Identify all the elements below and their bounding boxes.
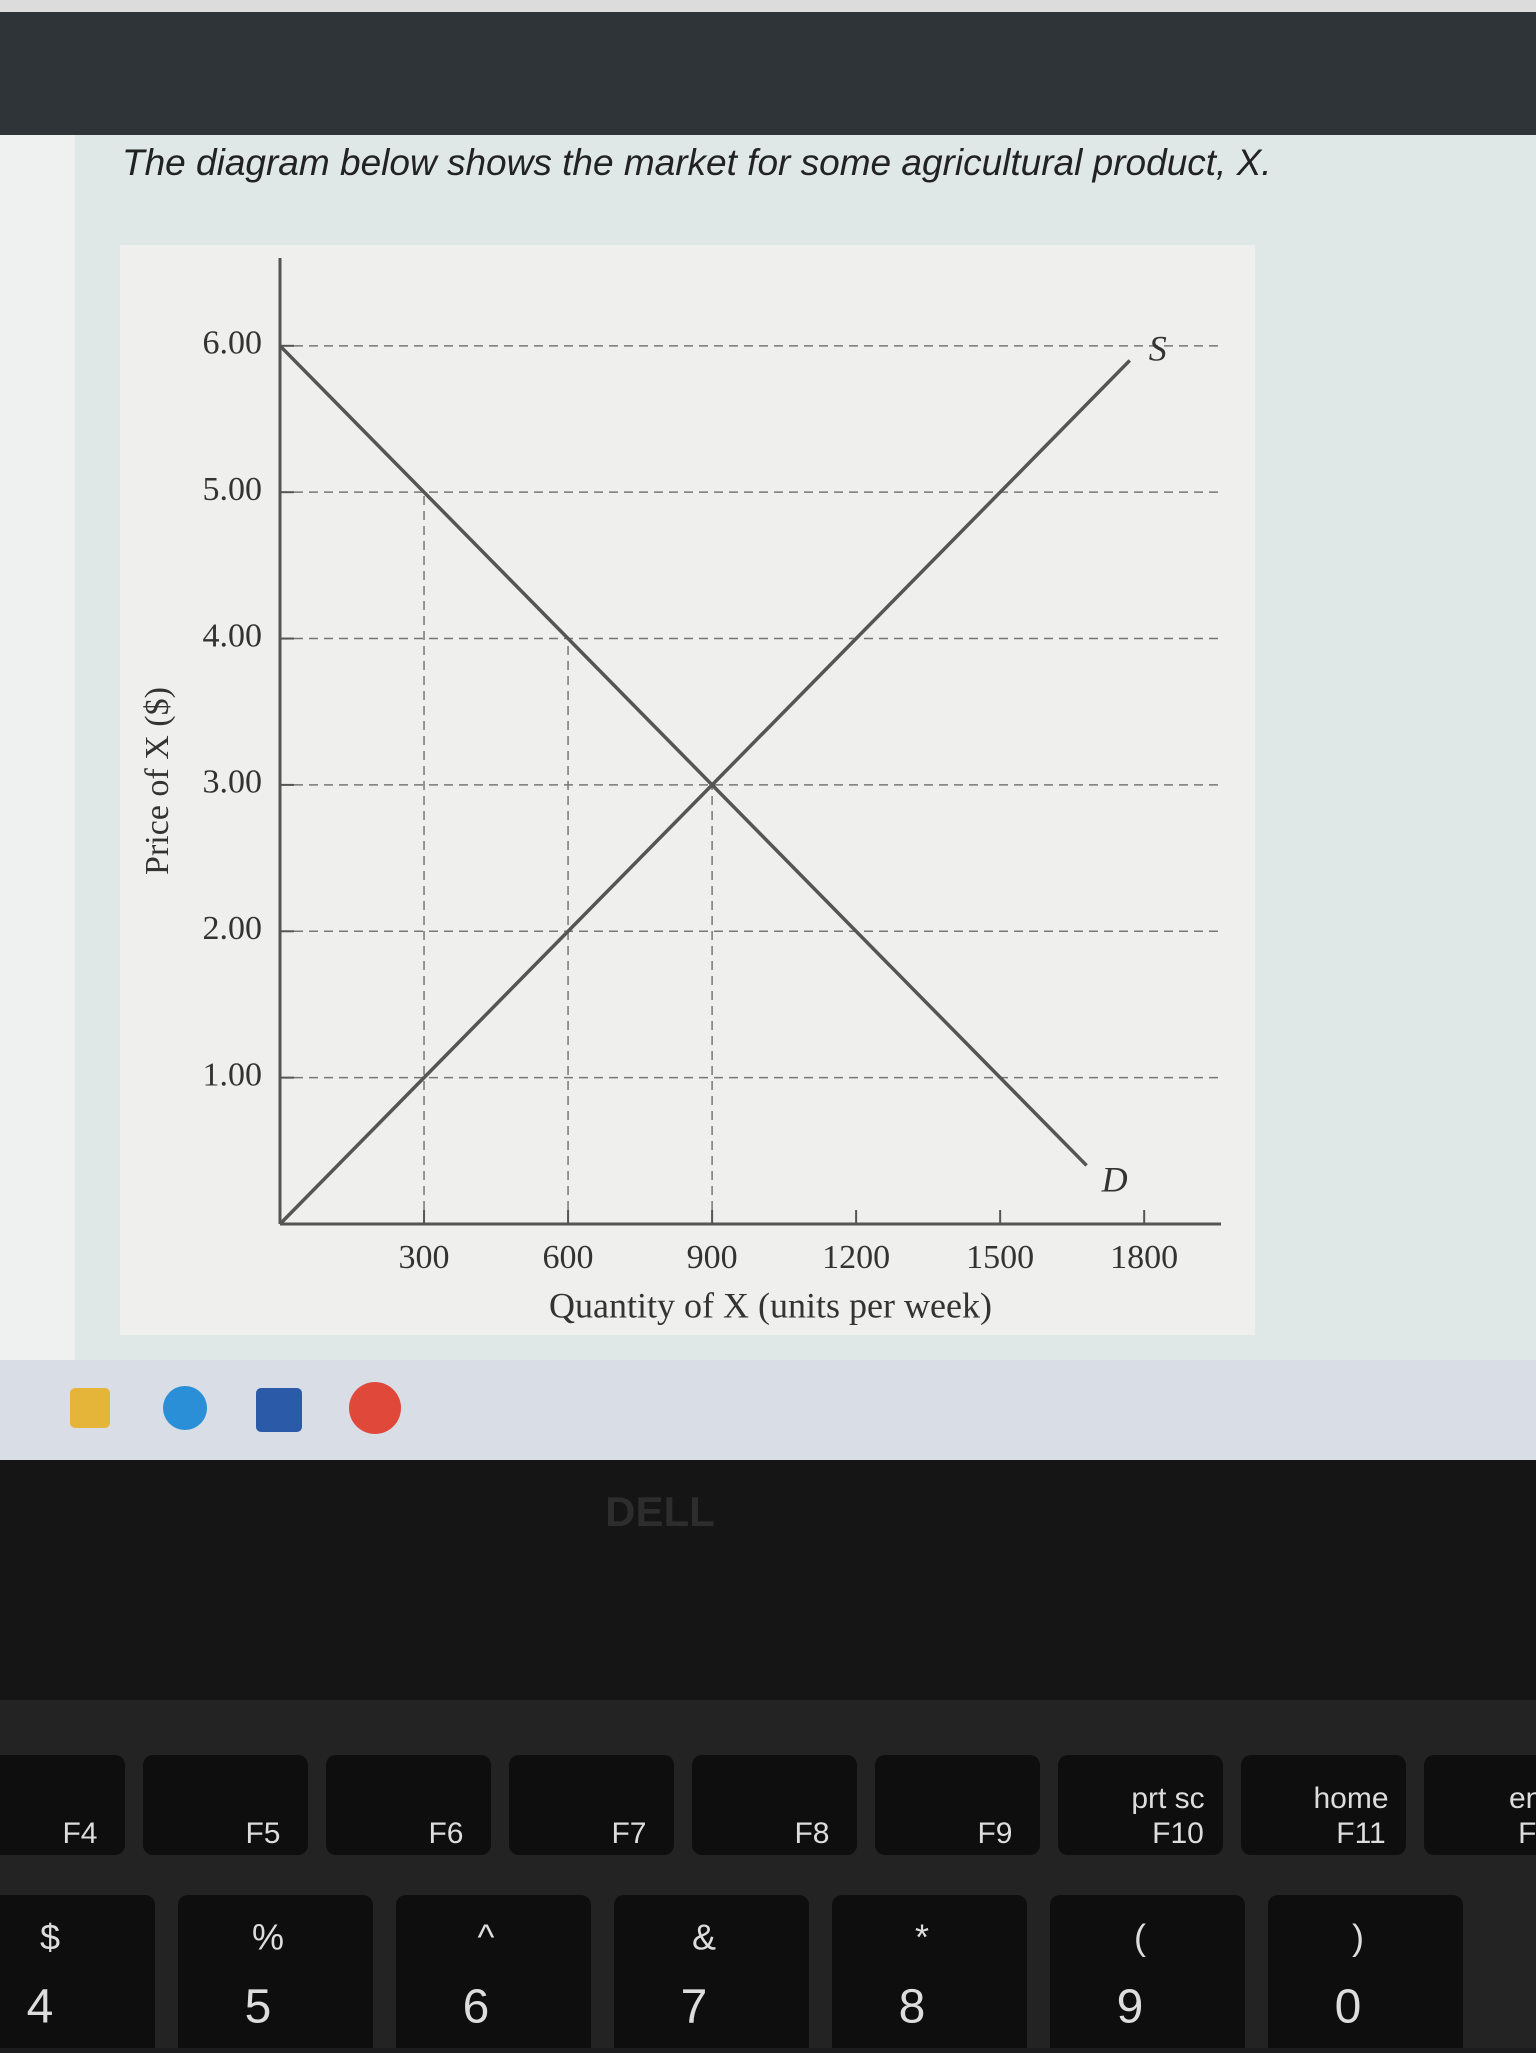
y-tick-label: 1.00 <box>203 1056 263 1093</box>
key[interactable] <box>614 1895 809 2053</box>
key-label: $ <box>40 1917 60 1958</box>
y-tick-label: 4.00 <box>203 617 263 654</box>
x-tick-label: 600 <box>543 1239 594 1276</box>
key-label: end <box>1509 1782 1536 1815</box>
key-label: F9 <box>977 1817 1012 1850</box>
key-label: ) <box>1352 1917 1364 1958</box>
y-axis-label: Price of X ($) <box>139 687 176 875</box>
key[interactable] <box>509 1755 674 1855</box>
key-label: 0 <box>1335 1981 1362 2034</box>
key-label: F8 <box>794 1817 829 1850</box>
x-tick-label: 1200 <box>822 1239 890 1276</box>
key-label: F6 <box>428 1817 463 1850</box>
key-label: F10 <box>1152 1817 1204 1850</box>
curve <box>278 344 1088 1167</box>
key[interactable] <box>692 1755 857 1855</box>
key-label: 9 <box>1117 1981 1144 2034</box>
key-label: 5 <box>245 1981 272 2034</box>
y-tick-label: 5.00 <box>203 471 263 508</box>
key[interactable] <box>326 1755 491 1855</box>
key-label: F11 <box>1336 1817 1385 1850</box>
browser-bar <box>0 0 1536 135</box>
screen-edge <box>0 0 1536 12</box>
key[interactable] <box>1058 1755 1223 1855</box>
x-axis-label: Quantity of X (units per week) <box>549 1285 992 1325</box>
side-panel <box>0 135 75 1360</box>
chart-title: The diagram below shows the market for s… <box>122 142 1272 183</box>
key[interactable] <box>875 1755 1040 1855</box>
key[interactable] <box>0 1755 125 1855</box>
key-label: * <box>915 1917 929 1958</box>
key[interactable] <box>143 1755 308 1855</box>
key-label: ^ <box>478 1917 495 1958</box>
key[interactable] <box>396 1895 591 2053</box>
plot: 1.00 2.00 3.00 4.00 5.00 6.00 300 600 900 1200 150… <box>139 258 1221 1325</box>
key[interactable] <box>1424 1755 1536 1855</box>
legend-label: D <box>1101 1160 1128 1200</box>
logo: DELL <box>605 1488 715 1535</box>
x-tick-label: 900 <box>687 1239 738 1276</box>
taskbar-icon[interactable] <box>163 1386 207 1430</box>
x-tick-label: 300 <box>399 1239 450 1276</box>
x-tick-label: 1500 <box>966 1239 1034 1276</box>
x-tick-label: 1800 <box>1110 1239 1178 1276</box>
key-label: F4 <box>62 1817 97 1850</box>
key-label: % <box>252 1917 284 1958</box>
key[interactable] <box>1050 1895 1245 2053</box>
key-label: prt sc <box>1131 1782 1204 1815</box>
key-label: 7 <box>681 1981 708 2034</box>
key[interactable] <box>1241 1755 1406 1855</box>
key-label: ( <box>1134 1917 1146 1958</box>
key-label: & <box>692 1917 716 1958</box>
key[interactable] <box>0 1895 155 2053</box>
legend-label: S <box>1149 329 1167 369</box>
key[interactable] <box>1268 1895 1463 2053</box>
key-label: 6 <box>463 1981 490 2034</box>
y-tick-label: 6.00 <box>203 325 263 362</box>
key-label: 8 <box>899 1981 926 2034</box>
taskbar <box>0 1360 1536 1460</box>
key-label: F12 <box>1518 1817 1536 1850</box>
key-label: F7 <box>611 1817 646 1850</box>
bezel <box>0 1460 1536 1700</box>
key[interactable] <box>178 1895 373 2053</box>
taskbar-icon[interactable] <box>349 1382 401 1434</box>
key-label: home <box>1313 1782 1388 1815</box>
key[interactable] <box>832 1895 1027 2053</box>
y-tick-label: 3.00 <box>203 764 263 801</box>
key-label: F5 <box>245 1817 280 1850</box>
taskbar-icon[interactable] <box>70 1388 110 1428</box>
curve <box>278 359 1132 1226</box>
y-tick-label: 2.00 <box>203 910 263 947</box>
taskbar-icon[interactable] <box>256 1388 302 1432</box>
key-label: 4 <box>27 1981 54 2034</box>
